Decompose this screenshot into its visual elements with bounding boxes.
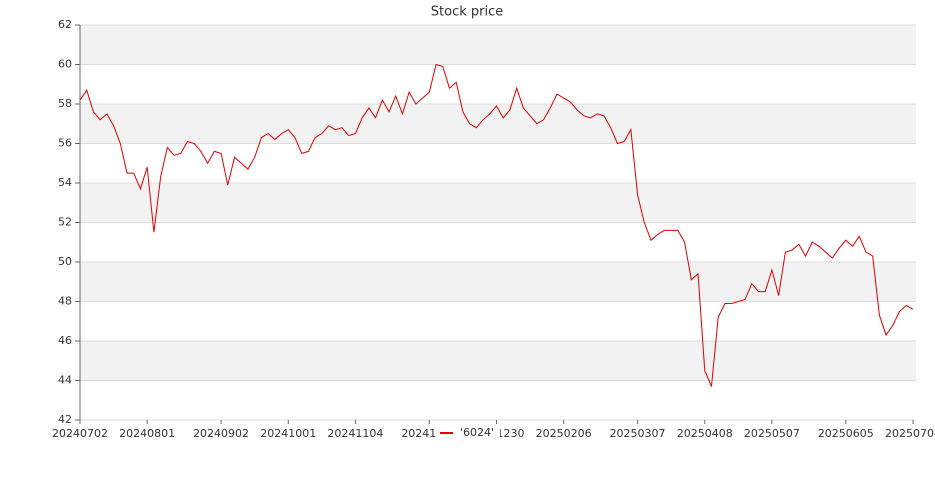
grid-band — [80, 341, 916, 381]
y-tick-label: 46 — [58, 334, 72, 347]
line — [79, 63, 914, 387]
legend: '6024' — [436, 425, 500, 441]
y-tick-label: 56 — [58, 137, 72, 150]
y-tick-label: 54 — [58, 176, 72, 189]
grid-band — [80, 104, 916, 144]
x-tick-label: 20240902 — [193, 427, 249, 440]
grid-band — [80, 262, 916, 302]
y-tick-label: 60 — [58, 58, 72, 71]
x-tick-label: 20250307 — [610, 427, 666, 440]
x-tick-label: 20241104 — [327, 427, 383, 440]
x-tick-label: 20250507 — [744, 427, 800, 440]
x-tick-label: 20240702 — [52, 427, 108, 440]
x-tick-label: 20250206 — [536, 427, 592, 440]
grid-band — [80, 183, 916, 223]
grid-band — [80, 25, 916, 65]
legend-label: '6024' — [460, 426, 494, 439]
y-tick-label: 44 — [58, 374, 72, 387]
legend-box — [436, 425, 500, 441]
y-tick-label: 42 — [58, 413, 72, 426]
x-tick-label: 20250605 — [818, 427, 874, 440]
x-tick-label: 20240801 — [119, 427, 175, 440]
x-tick-label: 20250704 — [885, 427, 935, 440]
x-tick-label: 20241001 — [260, 427, 316, 440]
x-tick-label: 20250408 — [677, 427, 733, 440]
y-tick-label: 50 — [58, 255, 72, 268]
y-tick-label: 52 — [58, 216, 72, 229]
y-tick-label: 48 — [58, 295, 72, 308]
y-tick-label: 62 — [58, 18, 72, 31]
chart-title: Stock price — [431, 5, 503, 20]
y-tick-label: 58 — [58, 97, 72, 110]
